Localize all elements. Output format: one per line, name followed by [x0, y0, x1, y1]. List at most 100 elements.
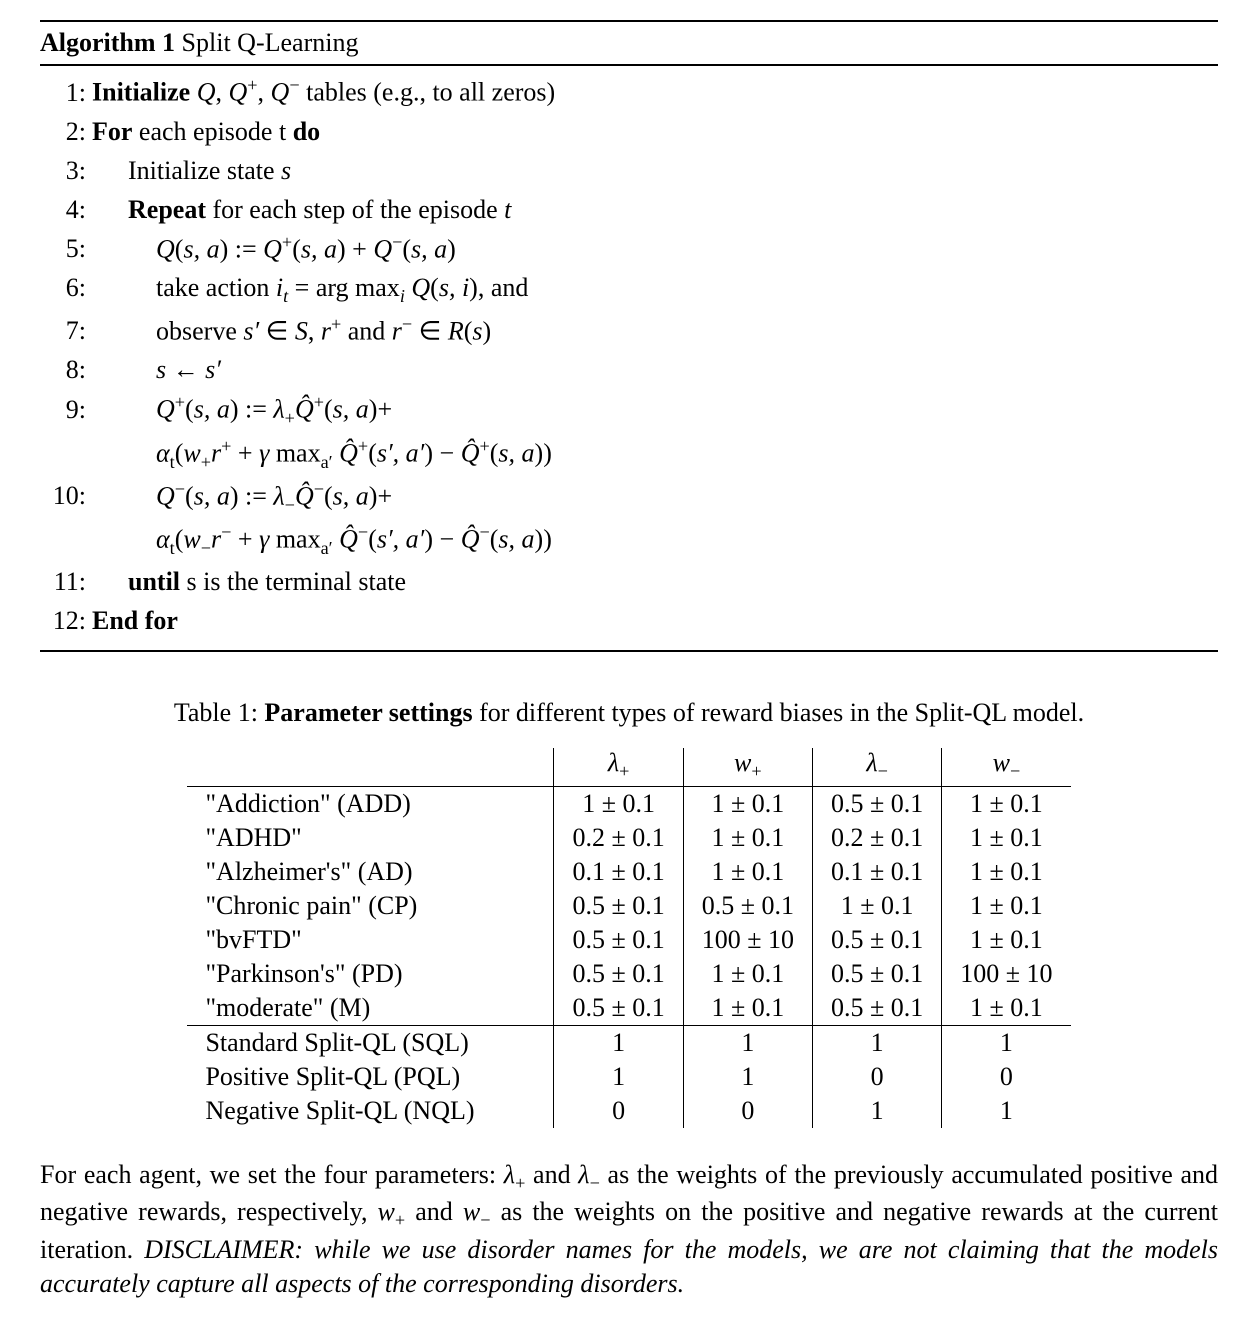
- algo-text: Initialize Q, Q+, Q− tables (e.g., to al…: [92, 72, 555, 112]
- algo-text: Q−(s, a) := λ−Q̂−(s, a)+: [92, 476, 392, 519]
- row-value: 1 ± 0.1: [683, 821, 812, 855]
- table-row: Negative Split-QL (NQL)0011: [187, 1094, 1070, 1128]
- algo-line-9: 9: Q+(s, a) := λ+Q̂+(s, a)+: [40, 389, 1218, 432]
- row-value: 0: [683, 1094, 812, 1128]
- param-lambda-plus: λ+: [504, 1160, 526, 1189]
- table-row: "Chronic pain" (CP)0.5 ± 0.10.5 ± 0.11 ±…: [187, 889, 1070, 923]
- row-value: 1 ± 0.1: [942, 787, 1071, 822]
- algo-line-3: 3: Initialize state s: [40, 151, 1218, 190]
- row-value: 1 ± 0.1: [942, 889, 1071, 923]
- algo-text: Initialize state s: [92, 151, 291, 190]
- algo-line-12: 12: End for: [40, 601, 1218, 640]
- row-label: "ADHD": [187, 821, 554, 855]
- table-row: "ADHD"0.2 ± 0.11 ± 0.10.2 ± 0.11 ± 0.1: [187, 821, 1070, 855]
- desc-text: and: [525, 1160, 578, 1189]
- table-caption: Table 1: Parameter settings for differen…: [40, 698, 1218, 728]
- desc-text: and: [405, 1197, 463, 1226]
- algo-line-7: 7: observe s′ ∈ S, r+ and r− ∈ R(s): [40, 311, 1218, 351]
- row-value: 1: [554, 1026, 683, 1061]
- algo-line-1: 1: Initialize Q, Q+, Q− tables (e.g., to…: [40, 72, 1218, 112]
- algo-line-11: 11: until s is the terminal state: [40, 562, 1218, 601]
- col-w-minus: w−: [942, 748, 1071, 787]
- parameter-table: λ+ w+ λ− w− "Addiction" (ADD)1 ± 0.11 ± …: [187, 748, 1070, 1128]
- algo-line-4: 4: Repeat for each step of the episode t: [40, 190, 1218, 229]
- row-value: 1: [813, 1026, 942, 1061]
- table-row: "bvFTD"0.5 ± 0.1100 ± 100.5 ± 0.11 ± 0.1: [187, 923, 1070, 957]
- row-value: 1 ± 0.1: [942, 855, 1071, 889]
- row-label: "Alzheimer's" (AD): [187, 855, 554, 889]
- row-value: 0.5 ± 0.1: [554, 991, 683, 1026]
- line-number: 1:: [40, 73, 92, 112]
- row-value: 1 ± 0.1: [942, 821, 1071, 855]
- line-number: 4:: [40, 190, 92, 229]
- table-body-a: "Addiction" (ADD)1 ± 0.11 ± 0.10.5 ± 0.1…: [187, 787, 1070, 1026]
- col-lambda-plus: λ+: [554, 748, 683, 787]
- row-label: "moderate" (M): [187, 991, 554, 1026]
- line-number: 7:: [40, 311, 92, 350]
- table-row: Standard Split-QL (SQL)1111: [187, 1026, 1070, 1061]
- table-header-row: λ+ w+ λ− w−: [187, 748, 1070, 787]
- algo-text: αt(w−r− + γ maxa′ Q̂−(s′, a′) − Q̂−(s, a…: [92, 519, 552, 562]
- row-value: 0.5 ± 0.1: [813, 957, 942, 991]
- row-value: 100 ± 10: [942, 957, 1071, 991]
- row-label: Positive Split-QL (PQL): [187, 1060, 554, 1094]
- kw-initialize: Initialize: [92, 78, 190, 107]
- row-value: 0.5 ± 0.1: [813, 923, 942, 957]
- row-value: 1 ± 0.1: [683, 787, 812, 822]
- row-value: 1 ± 0.1: [683, 855, 812, 889]
- line-number: 8:: [40, 350, 92, 389]
- param-lambda-minus: λ−: [578, 1160, 600, 1189]
- algo-line-9b: αt(w+r+ + γ maxa′ Q̂+(s′, a′) − Q̂+(s, a…: [40, 433, 1218, 476]
- algo-line-8: 8: s ← s′: [40, 350, 1218, 389]
- table-section: Table 1: Parameter settings for differen…: [40, 698, 1218, 1128]
- algorithm-title: Split Q-Learning: [182, 28, 359, 57]
- algorithm-body: 1: Initialize Q, Q+, Q− tables (e.g., to…: [40, 65, 1218, 646]
- col-empty: [187, 748, 554, 787]
- row-value: 1: [554, 1060, 683, 1094]
- algo-text: Repeat for each step of the episode t: [92, 190, 511, 229]
- row-value: 1: [942, 1026, 1071, 1061]
- row-value: 1 ± 0.1: [683, 991, 812, 1026]
- row-value: 0.5 ± 0.1: [554, 957, 683, 991]
- page: Algorithm 1 Split Q-Learning 1: Initiali…: [0, 0, 1258, 1341]
- line-number: 5:: [40, 229, 92, 268]
- row-value: 0: [554, 1094, 683, 1128]
- row-value: 0.1 ± 0.1: [554, 855, 683, 889]
- table-row: "moderate" (M)0.5 ± 0.11 ± 0.10.5 ± 0.11…: [187, 991, 1070, 1026]
- row-value: 1 ± 0.1: [942, 923, 1071, 957]
- algo-text: αt(w+r+ + γ maxa′ Q̂+(s′, a′) − Q̂+(s, a…: [92, 433, 552, 476]
- algo-text: s ← s′: [92, 350, 221, 389]
- row-value: 0: [942, 1060, 1071, 1094]
- row-value: 0: [813, 1060, 942, 1094]
- caption-prefix: Table 1:: [174, 698, 265, 727]
- table-body-b: Standard Split-QL (SQL)1111Positive Spli…: [187, 1026, 1070, 1129]
- algorithm-title-row: Algorithm 1 Split Q-Learning: [40, 26, 1218, 65]
- caption-bold: Parameter settings: [264, 698, 472, 727]
- kw-do: do: [293, 117, 320, 146]
- kw-endfor: End for: [92, 601, 178, 640]
- col-lambda-minus: λ−: [813, 748, 942, 787]
- algo-text: until s is the terminal state: [92, 562, 406, 601]
- line-number: 11:: [40, 562, 92, 601]
- row-value: 1 ± 0.1: [683, 957, 812, 991]
- row-value: 1: [813, 1094, 942, 1128]
- kw-repeat: Repeat: [128, 195, 206, 224]
- algo-line-10: 10: Q−(s, a) := λ−Q̂−(s, a)+: [40, 476, 1218, 519]
- line-number: 2:: [40, 112, 92, 151]
- row-value: 0.5 ± 0.1: [813, 787, 942, 822]
- row-value: 0.2 ± 0.1: [554, 821, 683, 855]
- row-label: Negative Split-QL (NQL): [187, 1094, 554, 1128]
- algo-text: observe s′ ∈ S, r+ and r− ∈ R(s): [92, 311, 491, 351]
- algo-line-6: 6: take action it = arg maxi Q(s, i), an…: [40, 268, 1218, 310]
- desc-text: For each agent, we set the four paramete…: [40, 1160, 504, 1189]
- row-value: 0.5 ± 0.1: [683, 889, 812, 923]
- algo-line-10b: αt(w−r− + γ maxa′ Q̂−(s′, a′) − Q̂−(s, a…: [40, 519, 1218, 562]
- col-w-plus: w+: [683, 748, 812, 787]
- row-label: "Parkinson's" (PD): [187, 957, 554, 991]
- algo-line-5: 5: Q(s, a) := Q+(s, a) + Q−(s, a): [40, 229, 1218, 269]
- disclaimer: DISCLAIMER: while we use disorder names …: [40, 1235, 1218, 1298]
- kw-for: For: [92, 117, 132, 146]
- table-row: "Parkinson's" (PD)0.5 ± 0.11 ± 0.10.5 ± …: [187, 957, 1070, 991]
- row-value: 100 ± 10: [683, 923, 812, 957]
- line-number: 10:: [40, 476, 92, 515]
